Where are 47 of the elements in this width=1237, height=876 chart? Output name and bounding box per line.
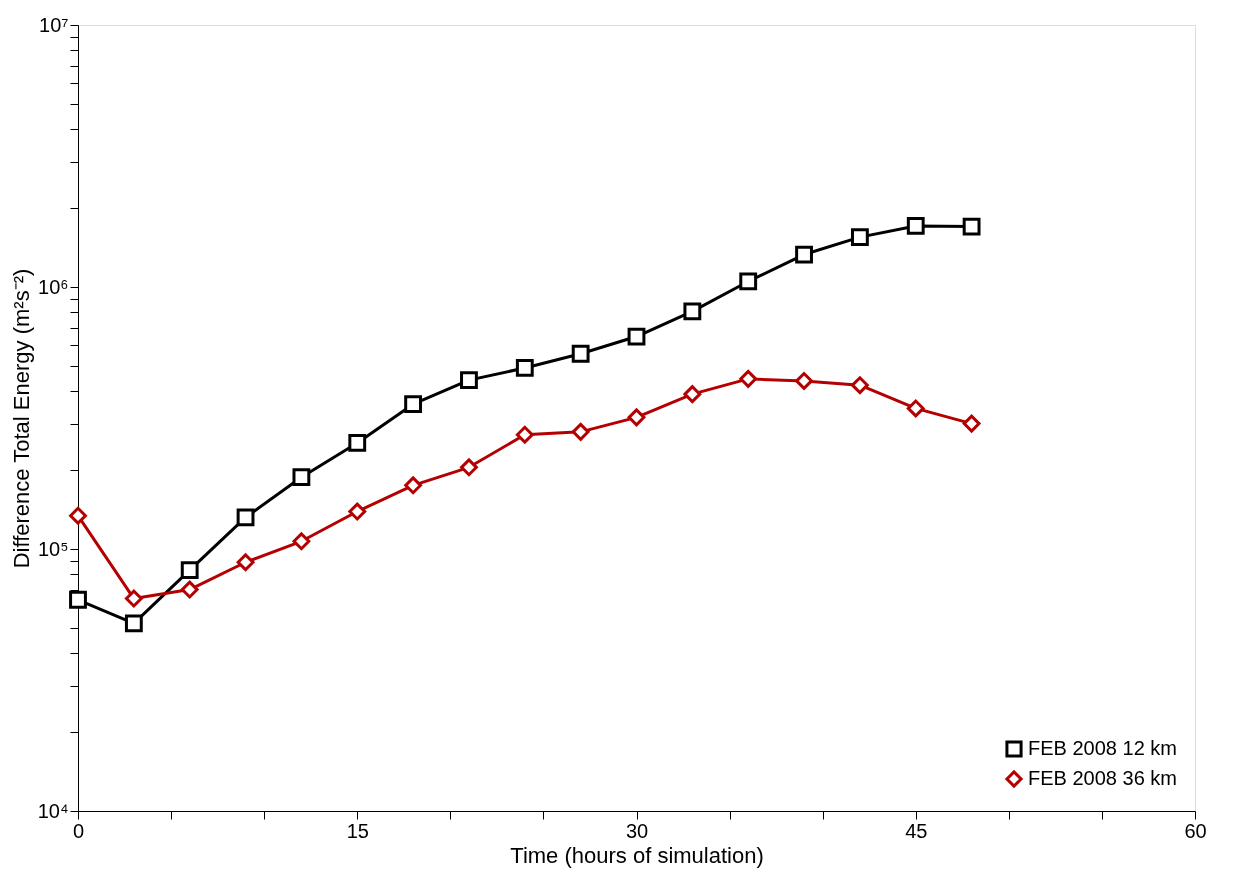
point [850, 228, 869, 247]
x-tick-label: 30 [625, 819, 649, 842]
point [180, 561, 199, 580]
point [962, 414, 981, 433]
point [795, 245, 813, 264]
y-tick-label: 10⁴ [37, 799, 69, 822]
point [348, 434, 367, 452]
point [236, 508, 255, 527]
point [515, 359, 534, 377]
point [69, 590, 87, 609]
point [460, 458, 478, 477]
point [69, 506, 87, 525]
point [348, 502, 367, 521]
point [906, 217, 925, 235]
x-tick-label: 45 [905, 819, 928, 842]
legend-label: FEB 2008 36 km [1028, 767, 1177, 789]
point [739, 272, 758, 291]
y-tick-label: 10⁷ [39, 13, 69, 36]
point [850, 376, 869, 395]
point [292, 532, 311, 551]
point [683, 385, 702, 404]
legend-label: FEB 2008 12 km [1028, 737, 1177, 759]
point [571, 344, 590, 363]
point [292, 468, 311, 487]
point [460, 371, 478, 390]
point [795, 372, 813, 390]
point [236, 553, 255, 572]
x-tick-label: 0 [72, 819, 85, 842]
point [124, 614, 143, 633]
point [627, 408, 646, 427]
x-tick-label: 60 [1184, 819, 1207, 842]
point [962, 217, 981, 236]
point [404, 476, 423, 495]
point [739, 369, 758, 388]
point [627, 327, 646, 346]
point [124, 589, 143, 608]
point [180, 580, 199, 599]
point [515, 425, 534, 444]
y-tick-label: 10⁶ [38, 275, 69, 298]
point [906, 399, 925, 418]
point [571, 422, 590, 441]
x-axis-title: Time (hours of simulation) [510, 842, 764, 868]
point [683, 302, 702, 321]
y-tick-label: 10⁵ [37, 537, 69, 560]
y-axis-title: Difference Total Energy (m²s⁻²) [8, 268, 34, 569]
point [404, 395, 423, 414]
x-tick-label: 15 [346, 819, 369, 842]
